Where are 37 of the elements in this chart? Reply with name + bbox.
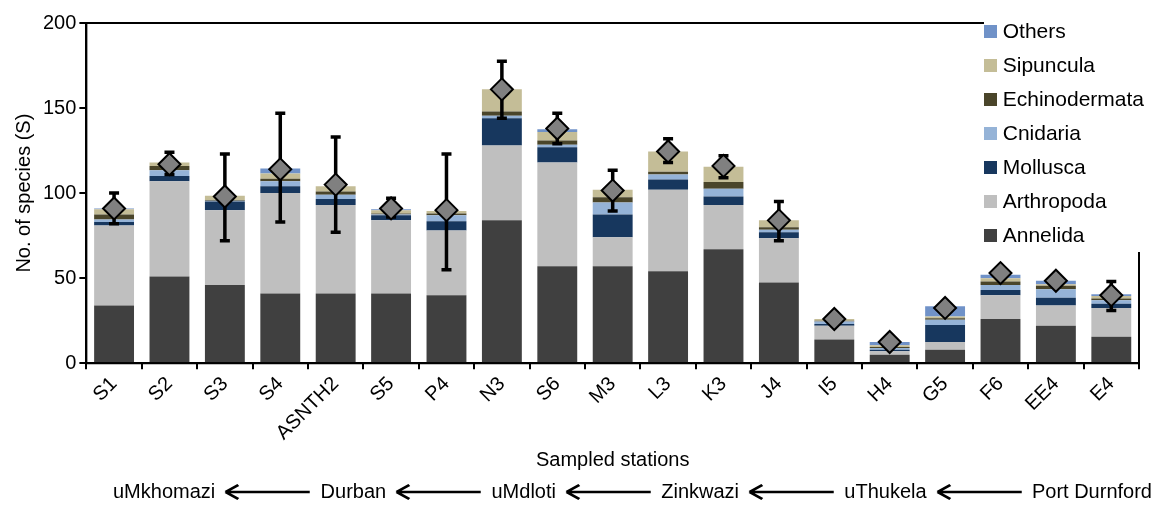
text: uMdloti — [491, 480, 556, 503]
x-tick-label: F6 — [975, 371, 1008, 404]
x-tick-label: L3 — [643, 371, 675, 404]
legend-label: Cnidaria — [1002, 120, 1081, 146]
legend-label: Sipuncula — [1002, 52, 1095, 78]
y-tick-label: 50 — [54, 265, 77, 288]
text: Port Durnford — [1031, 480, 1152, 503]
text: Zinkwazi — [661, 480, 740, 503]
legend-label: Others — [1002, 18, 1066, 44]
text: Durban — [320, 480, 387, 503]
y-tick-label: 150 — [42, 95, 77, 118]
x-tick-label: S2 — [143, 371, 177, 405]
x-axis-title: Sampled stations — [535, 447, 690, 470]
text: uMkhomazi — [113, 480, 216, 503]
legend-label: Arthropoda — [1002, 188, 1107, 214]
x-tick-label: N3 — [474, 371, 509, 406]
y-axis-title: No. of species (S) — [11, 113, 34, 273]
x-tick-label: K3 — [697, 371, 731, 405]
y-tick-label: 200 — [42, 10, 77, 33]
x-tick-label: S3 — [198, 371, 232, 405]
x-tick-label: G5 — [917, 371, 952, 407]
x-tick-label: J4 — [755, 371, 786, 403]
legend-label: Echinodermata — [1002, 86, 1144, 112]
x-tick-label: E4 — [1085, 371, 1119, 405]
legend-label: Annelida — [1002, 222, 1085, 248]
legend-label: Mollusca — [1002, 154, 1086, 180]
x-tick-label: P4 — [420, 371, 454, 405]
x-tick-label: I5 — [813, 371, 842, 400]
x-tick-label: H4 — [862, 371, 897, 406]
text: uThukela — [844, 480, 927, 503]
y-tick-label: 100 — [42, 180, 77, 203]
y-tick-label: 0 — [65, 350, 77, 373]
x-tick-label: EE4 — [1020, 371, 1063, 415]
x-tick-label: S6 — [531, 371, 565, 405]
x-tick-label: S1 — [87, 371, 121, 405]
x-tick-label: S5 — [364, 371, 398, 405]
x-tick-label: M3 — [584, 371, 620, 408]
